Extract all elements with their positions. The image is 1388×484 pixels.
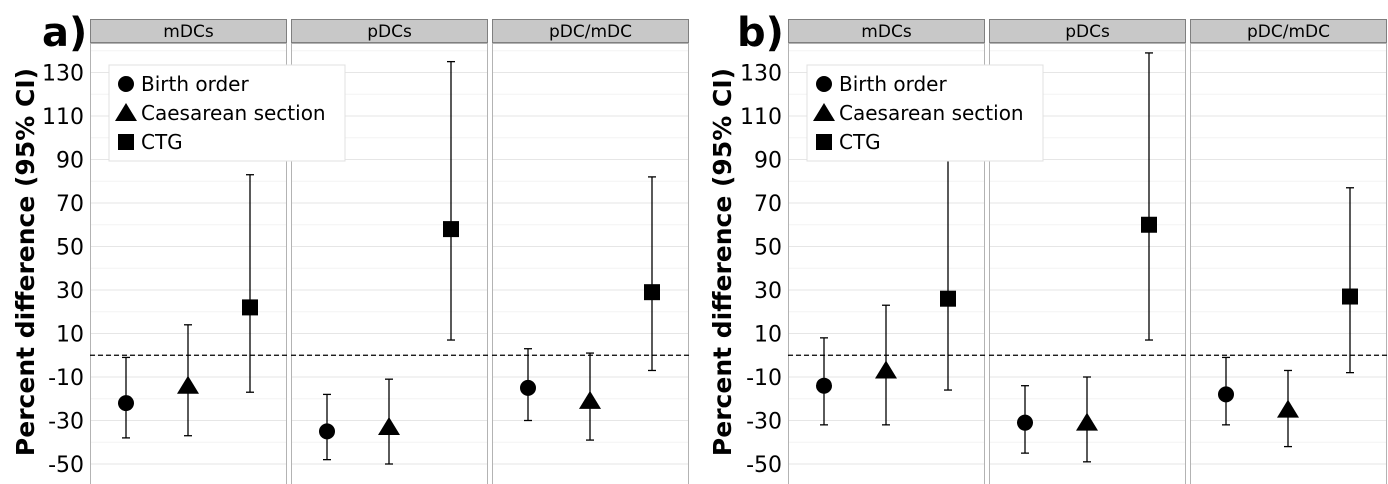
facet-border xyxy=(1190,43,1387,484)
data-point-circle xyxy=(1017,385,1033,454)
y-tick-label: 10 xyxy=(754,323,782,348)
legend-label: Caesarean section xyxy=(839,101,1024,125)
data-point-square xyxy=(1342,187,1358,374)
legend-marker-circle xyxy=(816,76,832,92)
data-point-triangle xyxy=(1076,376,1098,463)
y-axis-title: Percent difference (95% CI) xyxy=(11,68,40,456)
panel-label: b) xyxy=(737,10,784,56)
legend-label: CTG xyxy=(839,130,881,154)
marker-square xyxy=(1141,216,1157,233)
facet-strip-label: pDCs xyxy=(367,22,412,42)
marker-triangle xyxy=(177,375,199,394)
y-tick-label: -10 xyxy=(746,366,782,391)
legend-label: CTG xyxy=(141,130,183,154)
legend: Birth order Caesarean section CTG xyxy=(806,64,1044,162)
legend-label: Birth order xyxy=(141,72,249,96)
y-tick-label: 70 xyxy=(56,192,84,217)
chart-panel-b: b)Percent difference (95% CI) -50 -30 -10 10… xyxy=(708,10,1387,484)
facet-strip xyxy=(90,19,287,43)
marker-square xyxy=(242,299,258,316)
marker-circle xyxy=(1218,386,1234,403)
facet-strip-label: pDC/mDC xyxy=(1247,22,1330,42)
y-axis-title: Percent difference (95% CI) xyxy=(708,68,737,456)
data-point-triangle xyxy=(579,352,601,441)
facet-border xyxy=(492,43,689,484)
marker-square xyxy=(940,290,956,307)
y-tick-label: -10 xyxy=(48,366,84,391)
data-point-circle xyxy=(1218,356,1234,426)
y-tick-label: 30 xyxy=(56,279,84,304)
facet-strip-label: mDCs xyxy=(861,22,912,42)
facet-strip-label: mDCs xyxy=(163,22,214,42)
y-tick-label: -50 xyxy=(746,453,782,478)
facet-strip xyxy=(291,19,488,43)
marker-circle xyxy=(319,423,335,440)
y-tick-label: -30 xyxy=(746,410,782,435)
chart-panel-a: a)Percent difference (95% CI) -50 -30 -10 10… xyxy=(11,10,689,484)
legend-marker-triangle xyxy=(813,103,835,121)
y-tick-label: 110 xyxy=(740,105,782,130)
facet-strip xyxy=(492,19,689,43)
facet-border xyxy=(90,43,287,484)
y-tick-label: 90 xyxy=(56,149,84,174)
legend-marker-triangle xyxy=(115,103,137,121)
legend-label: Birth order xyxy=(839,72,947,96)
facet-border xyxy=(989,43,1186,484)
y-tick-label: 110 xyxy=(42,105,84,130)
y-tick-label: 70 xyxy=(754,192,782,217)
y-tick-label: -30 xyxy=(48,410,84,435)
marker-triangle xyxy=(1277,399,1299,418)
facet-strip xyxy=(989,19,1186,43)
facet-strip xyxy=(788,19,985,43)
y-tick-label: 30 xyxy=(754,279,782,304)
legend: Birth order Caesarean section CTG xyxy=(108,64,346,162)
data-point-circle xyxy=(520,348,536,422)
legend-marker-square xyxy=(118,134,134,150)
data-point-circle xyxy=(118,356,134,439)
marker-square xyxy=(1342,288,1358,305)
marker-triangle xyxy=(875,360,897,379)
y-tick-label: -50 xyxy=(48,453,84,478)
data-point-triangle xyxy=(1277,369,1299,448)
data-point-circle xyxy=(319,393,335,461)
legend-label: Caesarean section xyxy=(141,101,326,125)
legend-box xyxy=(108,64,346,162)
facet-border xyxy=(788,43,985,484)
data-point-circle xyxy=(816,337,832,426)
data-point-square xyxy=(644,176,660,372)
y-tick-label: 130 xyxy=(42,62,84,87)
marker-circle xyxy=(520,379,536,396)
y-tick-label: 10 xyxy=(56,323,84,348)
marker-circle xyxy=(118,395,134,412)
panel-label: a) xyxy=(42,10,87,56)
data-point-square xyxy=(443,60,459,341)
marker-triangle xyxy=(1076,412,1098,431)
facet-strip-label: pDCs xyxy=(1065,22,1110,42)
facet-strip-label: pDC/mDC xyxy=(549,22,632,42)
data-point-square xyxy=(1141,52,1157,341)
marker-square xyxy=(443,221,459,238)
data-point-triangle xyxy=(177,324,199,437)
y-tick-label: 50 xyxy=(754,236,782,261)
legend-marker-square xyxy=(816,134,832,150)
y-tick-label: 90 xyxy=(754,149,782,174)
marker-circle xyxy=(816,377,832,394)
legend-marker-circle xyxy=(118,76,134,92)
facet-border xyxy=(291,43,488,484)
marker-circle xyxy=(1017,414,1033,431)
marker-triangle xyxy=(378,417,400,436)
y-tick-label: 130 xyxy=(740,62,782,87)
data-point-triangle xyxy=(875,304,897,426)
marker-triangle xyxy=(579,390,601,409)
y-tick-label: 50 xyxy=(56,236,84,261)
data-point-triangle xyxy=(378,378,400,465)
facet-strip xyxy=(1190,19,1387,43)
marker-square xyxy=(644,284,660,301)
legend-box xyxy=(806,64,1044,162)
data-point-square xyxy=(242,174,258,393)
